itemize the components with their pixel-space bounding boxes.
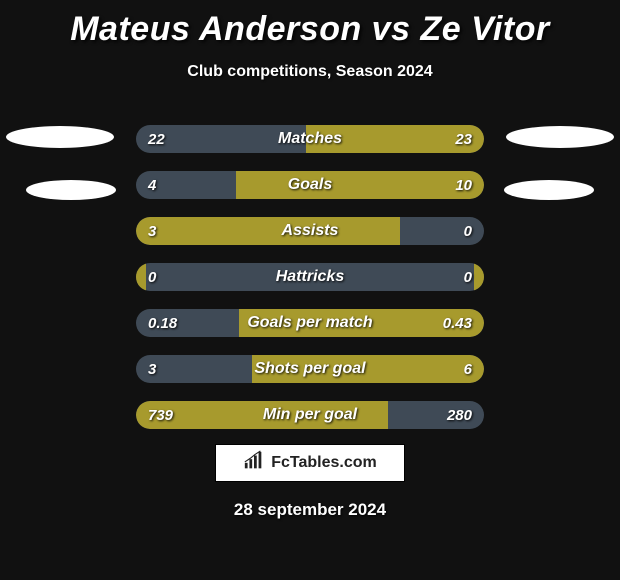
stat-label: Matches: [136, 125, 484, 153]
stat-rows: 2223Matches 410Goals 30Assists 00Hattricks 0…: [136, 125, 484, 447]
stat-label: Goals per match: [136, 309, 484, 337]
logo-text: FcTables.com: [271, 454, 377, 472]
stat-row: 739280Min per goal: [136, 401, 484, 429]
stat-row: 00Hattricks: [136, 263, 484, 291]
stat-label: Shots per goal: [136, 355, 484, 383]
stat-label: Min per goal: [136, 401, 484, 429]
page-title: Mateus Anderson vs Ze Vitor: [0, 0, 620, 49]
stat-label: Hattricks: [136, 263, 484, 291]
player-left-shadow-ellipse: [26, 180, 116, 200]
stat-row: 410Goals: [136, 171, 484, 199]
page-subtitle: Club competitions, Season 2024: [0, 63, 620, 81]
stat-label: Assists: [136, 217, 484, 245]
player-right-shadow-ellipse: [504, 180, 594, 200]
stat-row: 30Assists: [136, 217, 484, 245]
stat-label: Goals: [136, 171, 484, 199]
chart-icon: [243, 450, 265, 477]
stat-row: 0.180.43Goals per match: [136, 309, 484, 337]
logo-box: FcTables.com: [215, 444, 405, 482]
player-right-ellipse: [506, 126, 614, 148]
stat-row: 36Shots per goal: [136, 355, 484, 383]
date-label: 28 september 2024: [0, 500, 620, 520]
stat-row: 2223Matches: [136, 125, 484, 153]
player-left-ellipse: [6, 126, 114, 148]
